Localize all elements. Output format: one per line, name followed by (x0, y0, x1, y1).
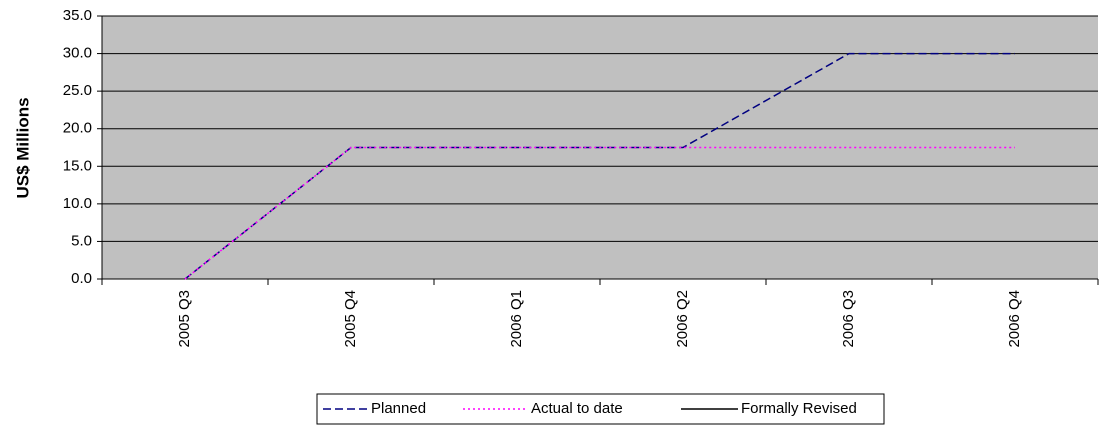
x-tick-label: 2005 Q4 (342, 290, 359, 348)
y-tick-label: 10.0 (63, 195, 92, 212)
legend-label: Formally Revised (741, 400, 857, 417)
x-tick-label: 2006 Q1 (508, 290, 525, 348)
series-line (184, 146, 1015, 280)
y-axis-label: US$ Millions (13, 97, 32, 198)
y-tick-label: 5.0 (71, 232, 92, 249)
x-tick-label: 2006 Q4 (1006, 290, 1023, 348)
y-tick-label: 25.0 (63, 82, 92, 99)
x-tick-label: 2006 Q2 (674, 290, 691, 348)
legend-label: Planned (371, 400, 426, 417)
legend (316, 393, 885, 425)
y-tick-label: 0.0 (71, 270, 92, 287)
legend-label: Actual to date (531, 400, 623, 417)
x-tick-label: 2005 Q3 (176, 290, 193, 348)
y-tick-label: 30.0 (63, 45, 92, 62)
y-tick-label: 15.0 (63, 157, 92, 174)
y-tick-label: 20.0 (63, 120, 92, 137)
y-tick-label: 35.0 (63, 7, 92, 24)
x-tick-label: 2006 Q3 (840, 290, 857, 348)
